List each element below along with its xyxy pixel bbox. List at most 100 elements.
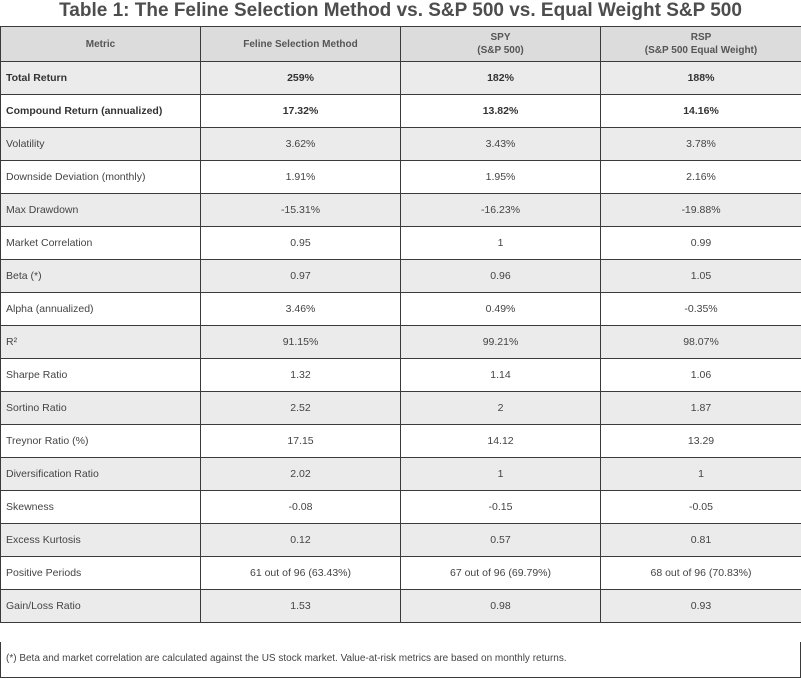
cell-rsp: 1 [600,457,801,491]
cell-feline-selection-method: 1.53 [200,589,401,623]
cell-metric: Gain/Loss Ratio [0,589,201,623]
table-row: Market Correlation 0.95 1 0.99 [0,226,801,260]
cell-feline-selection-method: 0.97 [200,259,401,293]
cell-feline-selection-method: 17.15 [200,424,401,458]
cell-spy: 67 out of 96 (69.79%) [400,556,601,590]
table-row: Total Return 259% 182% 188% [0,61,801,95]
cell-feline-selection-method: 2.02 [200,457,401,491]
cell-spy: 14.12 [400,424,601,458]
cell-rsp: 13.29 [600,424,801,458]
cell-rsp: 1.06 [600,358,801,392]
cell-feline-selection-method: 1.32 [200,358,401,392]
cell-feline-selection-method: 0.12 [200,523,401,557]
cell-feline-selection-method: 3.46% [200,292,401,326]
cell-feline-selection-method: -15.31% [200,193,401,227]
header-rsp-label: RSP [690,32,712,43]
cell-metric: Excess Kurtosis [0,523,201,557]
header-fsm-label: Feline Selection Method [243,38,358,50]
table-row: Sharpe Ratio 1.32 1.14 1.06 [0,358,801,392]
table-footnote: (*) Beta and market correlation are calc… [0,642,801,678]
cell-rsp: 188% [600,61,801,95]
cell-metric: Diversification Ratio [0,457,201,491]
cell-feline-selection-method: 61 out of 96 (63.43%) [200,556,401,590]
table-body: Total Return 259% 182% 188% Compound Return … [0,61,801,623]
table-row: Alpha (annualized) 3.46% 0.49% -0.35% [0,292,801,326]
cell-rsp: -0.05 [600,490,801,524]
cell-metric: Sortino Ratio [0,391,201,425]
cell-rsp: 3.78% [600,127,801,161]
cell-feline-selection-method: 17.32% [200,94,401,128]
cell-metric: Compound Return (annualized) [0,94,201,128]
table-row: Treynor Ratio (%) 17.15 14.12 13.29 [0,424,801,458]
cell-spy: 1 [400,226,601,260]
cell-rsp: 0.99 [600,226,801,260]
cell-rsp: -19.88% [600,193,801,227]
cell-metric: Beta (*) [0,259,201,293]
table-row: Skewness -0.08 -0.15 -0.05 [0,490,801,524]
cell-metric: Downside Deviation (monthly) [0,160,201,194]
cell-rsp: 68 out of 96 (70.83%) [600,556,801,590]
header-metric: Metric [0,26,201,62]
cell-spy: 2 [400,391,601,425]
cell-feline-selection-method: -0.08 [200,490,401,524]
cell-rsp: 0.93 [600,589,801,623]
cell-rsp: -0.35% [600,292,801,326]
cell-spy: 1 [400,457,601,491]
header-spy-sublabel: (S&P 500) [477,45,524,56]
cell-metric: Alpha (annualized) [0,292,201,326]
cell-spy: 0.96 [400,259,601,293]
cell-metric: Positive Periods [0,556,201,590]
cell-rsp: 1.05 [600,259,801,293]
cell-spy: 182% [400,61,601,95]
cell-spy: 13.82% [400,94,601,128]
header-rsp-sublabel: (S&P 500 Equal Weight) [644,45,758,56]
table-row: Compound Return (annualized) 17.32% 13.82%… [0,94,801,128]
cell-feline-selection-method: 3.62% [200,127,401,161]
cell-metric: Max Drawdown [0,193,201,227]
cell-metric: Treynor Ratio (%) [0,424,201,458]
cell-metric: Volatility [0,127,201,161]
cell-spy: -0.15 [400,490,601,524]
cell-metric: R² [0,325,201,359]
cell-spy: 0.49% [400,292,601,326]
cell-feline-selection-method: 2.52 [200,391,401,425]
header-spy: SPY (S&P 500) [400,26,601,62]
cell-feline-selection-method: 259% [200,61,401,95]
cell-spy: 1.95% [400,160,601,194]
cell-rsp: 2.16% [600,160,801,194]
table-row: Positive Periods 61 out of 96 (63.43%) 67 … [0,556,801,590]
table-row: R² 91.15% 99.21% 98.07% [0,325,801,359]
cell-metric: Total Return [0,61,201,95]
cell-spy: 0.98 [400,589,601,623]
cell-feline-selection-method: 91.15% [200,325,401,359]
cell-feline-selection-method: 0.95 [200,226,401,260]
cell-rsp: 1.87 [600,391,801,425]
header-feline-selection-method: Feline Selection Method [200,26,401,62]
cell-spy: 1.14 [400,358,601,392]
cell-rsp: 14.16% [600,94,801,128]
cell-spy: 3.43% [400,127,601,161]
cell-spy: -16.23% [400,193,601,227]
table-header-row: Metric Feline Selection Method SPY (S&P … [0,26,801,62]
table-title: Table 1: The Feline Selection Method vs.… [59,0,742,21]
table-row: Downside Deviation (monthly) 1.91% 1.95% 2.… [0,160,801,194]
cell-metric: Sharpe Ratio [0,358,201,392]
header-spy-label: SPY [490,32,511,43]
cell-feline-selection-method: 1.91% [200,160,401,194]
cell-spy: 0.57 [400,523,601,557]
table-row: Max Drawdown -15.31% -16.23% -19.88% [0,193,801,227]
cell-spy: 99.21% [400,325,601,359]
table-row: Volatility 3.62% 3.43% 3.78% [0,127,801,161]
cell-metric: Market Correlation [0,226,201,260]
cell-metric: Skewness [0,490,201,524]
cell-rsp: 98.07% [600,325,801,359]
table-row: Diversification Ratio 2.02 1 1 [0,457,801,491]
table-row: Sortino Ratio 2.52 2 1.87 [0,391,801,425]
cell-rsp: 0.81 [600,523,801,557]
header-metric-label: Metric [85,38,116,50]
table-row: Beta (*) 0.97 0.96 1.05 [0,259,801,293]
header-rsp: RSP (S&P 500 Equal Weight) [600,26,801,62]
table-row: Gain/Loss Ratio 1.53 0.98 0.93 [0,589,801,623]
metrics-table: Metric Feline Selection Method SPY (S&P … [0,26,801,623]
table-row: Excess Kurtosis 0.12 0.57 0.81 [0,523,801,557]
